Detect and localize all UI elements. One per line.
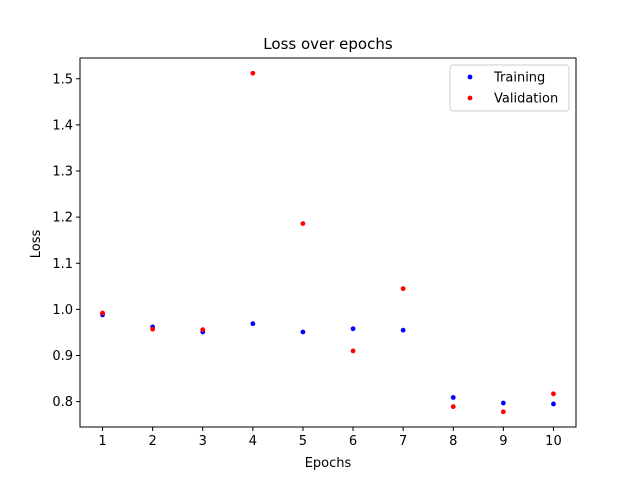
validation-point [250, 70, 256, 76]
x-tick-label: 6 [349, 434, 357, 449]
legend-label: Validation [494, 92, 558, 107]
training-point [350, 326, 356, 332]
data-points [100, 70, 556, 415]
validation-point [400, 286, 406, 292]
training-point [300, 329, 306, 335]
x-axis-label: Epochs [305, 456, 352, 471]
training-point [500, 400, 506, 406]
y-tick-label: 1.0 [52, 303, 73, 318]
x-tick-label: 7 [399, 434, 407, 449]
x-tick-label: 5 [299, 434, 307, 449]
x-tick-label: 2 [149, 434, 157, 449]
validation-point [100, 310, 105, 316]
y-tick-label: 0.8 [52, 395, 73, 410]
x-tick-label: 1 [98, 434, 106, 449]
x-tick-label: 4 [249, 434, 257, 449]
training-point [450, 395, 456, 400]
y-tick-label: 1.1 [52, 257, 73, 272]
training-point [250, 321, 256, 327]
training-point [400, 327, 406, 333]
legend-marker [467, 74, 473, 80]
x-axis: 1 2 3 4 5 6 7 8 9 10 [98, 427, 562, 449]
validation-point [551, 391, 556, 397]
y-tick-label: 1.4 [52, 118, 73, 133]
y-tick-label: 1.2 [52, 211, 73, 226]
validation-point [350, 348, 356, 354]
legend-marker [467, 95, 473, 101]
validation-point [150, 326, 156, 332]
x-tick-label: 8 [449, 434, 457, 449]
legend: Training Validation [449, 64, 570, 112]
y-tick-label: 0.9 [52, 349, 73, 364]
validation-point [500, 409, 506, 415]
plot-frame [79, 57, 577, 428]
x-tick-label: 9 [499, 434, 507, 449]
y-axis: 0.8 0.9 1.0 1.1 1.2 1.3 1.4 1.5 [52, 72, 80, 410]
validation-point [300, 221, 306, 226]
y-axis-label: Loss [29, 230, 44, 259]
y-tick-label: 1.5 [52, 72, 73, 87]
legend-label: Training [493, 71, 545, 86]
chart-title: Loss over epochs [263, 35, 393, 53]
training-point [551, 401, 556, 407]
x-tick-label: 10 [545, 434, 562, 449]
validation-point [450, 404, 456, 410]
y-tick-label: 1.3 [52, 165, 73, 180]
validation-point [200, 327, 206, 333]
x-tick-label: 3 [199, 434, 207, 449]
legend-box [449, 64, 570, 112]
